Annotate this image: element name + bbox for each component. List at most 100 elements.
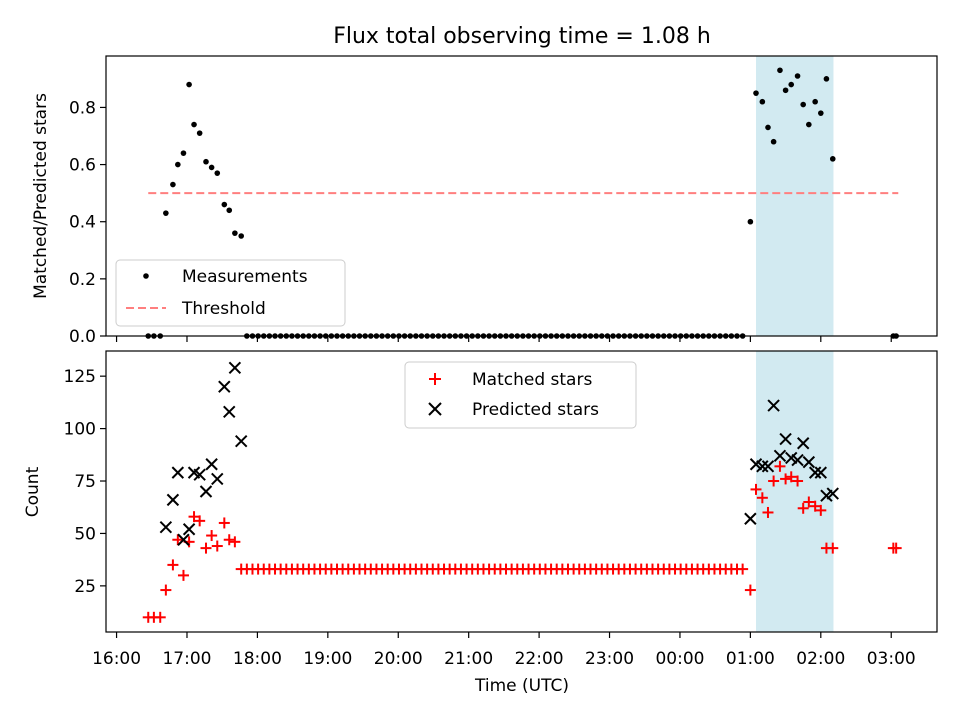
bottom-x-ticks: 16:00 17:00 18:00 19:00 20:00 21:00 22:00 23:00… <box>92 632 916 669</box>
measurement-point <box>800 101 806 108</box>
top-x-ticks <box>115 336 892 342</box>
x-tick-label: 01:00 <box>726 649 775 669</box>
predicted-star-point <box>756 460 769 473</box>
predicted-star-point <box>791 453 804 467</box>
matched-star-point <box>756 492 768 504</box>
matched-star-point <box>211 540 223 552</box>
bottom-axes-frame <box>105 350 938 633</box>
top-y-axis-label: Matched/Predicted stars <box>31 93 51 299</box>
x-tick-label: 02:00 <box>796 649 845 669</box>
bottom-panel: 25 50 75 100 125 16:00 17:00 18:00 19:00 20:00 21… <box>23 350 938 696</box>
matched-star-point <box>172 534 184 546</box>
top-panel: 0.00.20.40.60.8 Matched/Predicted stars … <box>31 55 938 347</box>
top-y-ticks: 0.0 0.2 0.4 0.6 0.8 <box>69 98 106 347</box>
legend-matched-label: Matched stars <box>472 370 592 390</box>
x-tick-label: 16:00 <box>92 649 141 669</box>
legend-predicted-label: Predicted stars <box>472 400 599 420</box>
predicted-star-point <box>228 361 242 374</box>
matched-star-point <box>797 502 809 514</box>
measurement-point <box>170 181 176 188</box>
matched-star-point <box>188 511 200 523</box>
measurement-point <box>238 233 245 239</box>
predicted-star-point <box>171 466 185 479</box>
bottom-y-ticks: 25 50 75 100 125 <box>64 367 106 597</box>
measurement-point <box>765 124 771 131</box>
bottom-highlight-span <box>756 351 834 632</box>
top-legend-box <box>115 259 346 327</box>
matched-star-point <box>223 534 235 546</box>
legend-threshold-label: Threshold <box>181 299 266 319</box>
measurement-point <box>747 218 754 225</box>
legend-predicted-marker <box>428 402 442 416</box>
predicted-star-point <box>744 512 757 525</box>
y-tick-label: 0.4 <box>69 213 96 233</box>
measurement-points-layer <box>145 67 899 339</box>
predicted-star-point <box>814 466 828 479</box>
y-tick-label: 0.0 <box>69 327 96 347</box>
predicted-star-point <box>166 493 180 507</box>
predicted-star-point <box>779 432 792 446</box>
measurement-point <box>221 201 228 208</box>
matched-star-point <box>177 569 189 581</box>
measurement-point <box>812 98 818 105</box>
matched-star-point <box>194 515 206 527</box>
measurement-point <box>214 170 221 176</box>
matched-star-point <box>200 542 212 554</box>
predicted-star-point <box>235 434 248 448</box>
measurement-point <box>818 110 824 116</box>
x-tick-label: 00:00 <box>655 649 704 669</box>
y-tick-label: 50 <box>74 524 96 544</box>
legend-measurements-marker <box>143 273 149 279</box>
measurement-point <box>770 138 777 145</box>
matched-star-point <box>815 504 827 516</box>
measurement-point <box>777 67 783 74</box>
y-tick-label: 125 <box>64 367 96 387</box>
matched-star-point <box>809 500 821 512</box>
measurement-point <box>186 81 192 88</box>
measurement-point <box>823 76 830 82</box>
x-tick-label: 20:00 <box>374 649 423 669</box>
matched-star-point <box>785 471 797 483</box>
measurement-point <box>196 130 203 136</box>
y-tick-label: 0.6 <box>69 156 96 176</box>
matched-star-point <box>792 475 804 487</box>
y-tick-label: 75 <box>74 472 96 492</box>
predicted-star-point <box>159 520 173 534</box>
measurement-point <box>794 73 801 79</box>
matched-star-point <box>229 536 241 548</box>
measurement-point <box>203 158 209 165</box>
measurement-point <box>226 207 233 214</box>
matched-star-point <box>750 483 762 495</box>
predicted-stars-layer <box>159 361 839 546</box>
predicted-star-point <box>773 449 787 463</box>
predicted-star-point <box>205 458 218 471</box>
predicted-star-point <box>796 437 810 450</box>
predicted-star-point <box>182 523 196 536</box>
predicted-star-point <box>211 472 224 486</box>
matched-star-point <box>762 506 774 518</box>
y-tick-label: 25 <box>74 577 96 597</box>
predicted-star-point <box>767 399 780 412</box>
x-tick-label: 21:00 <box>444 649 493 669</box>
x-tick-label: 19:00 <box>303 649 352 669</box>
measurement-point <box>208 164 215 171</box>
measurement-point <box>191 121 197 128</box>
legend-measurements-label: Measurements <box>182 267 308 287</box>
y-tick-label: 100 <box>64 420 96 440</box>
top-legend: Measurements Threshold <box>115 259 346 327</box>
measurement-point <box>806 121 812 128</box>
matched-star-point <box>768 475 780 487</box>
bottom-y-axis-label: Count <box>23 466 43 517</box>
bottom-legend-box <box>404 361 637 429</box>
predicted-star-point <box>223 405 236 419</box>
measurement-point <box>180 150 187 156</box>
predicted-star-point <box>826 487 839 500</box>
top-axes-frame <box>105 55 938 337</box>
measurement-point <box>759 98 766 105</box>
measurement-point <box>829 156 836 162</box>
measurement-point <box>788 81 795 88</box>
matched-star-point <box>218 517 230 529</box>
predicted-star-point <box>761 460 775 473</box>
x-tick-label: 17:00 <box>162 649 211 669</box>
